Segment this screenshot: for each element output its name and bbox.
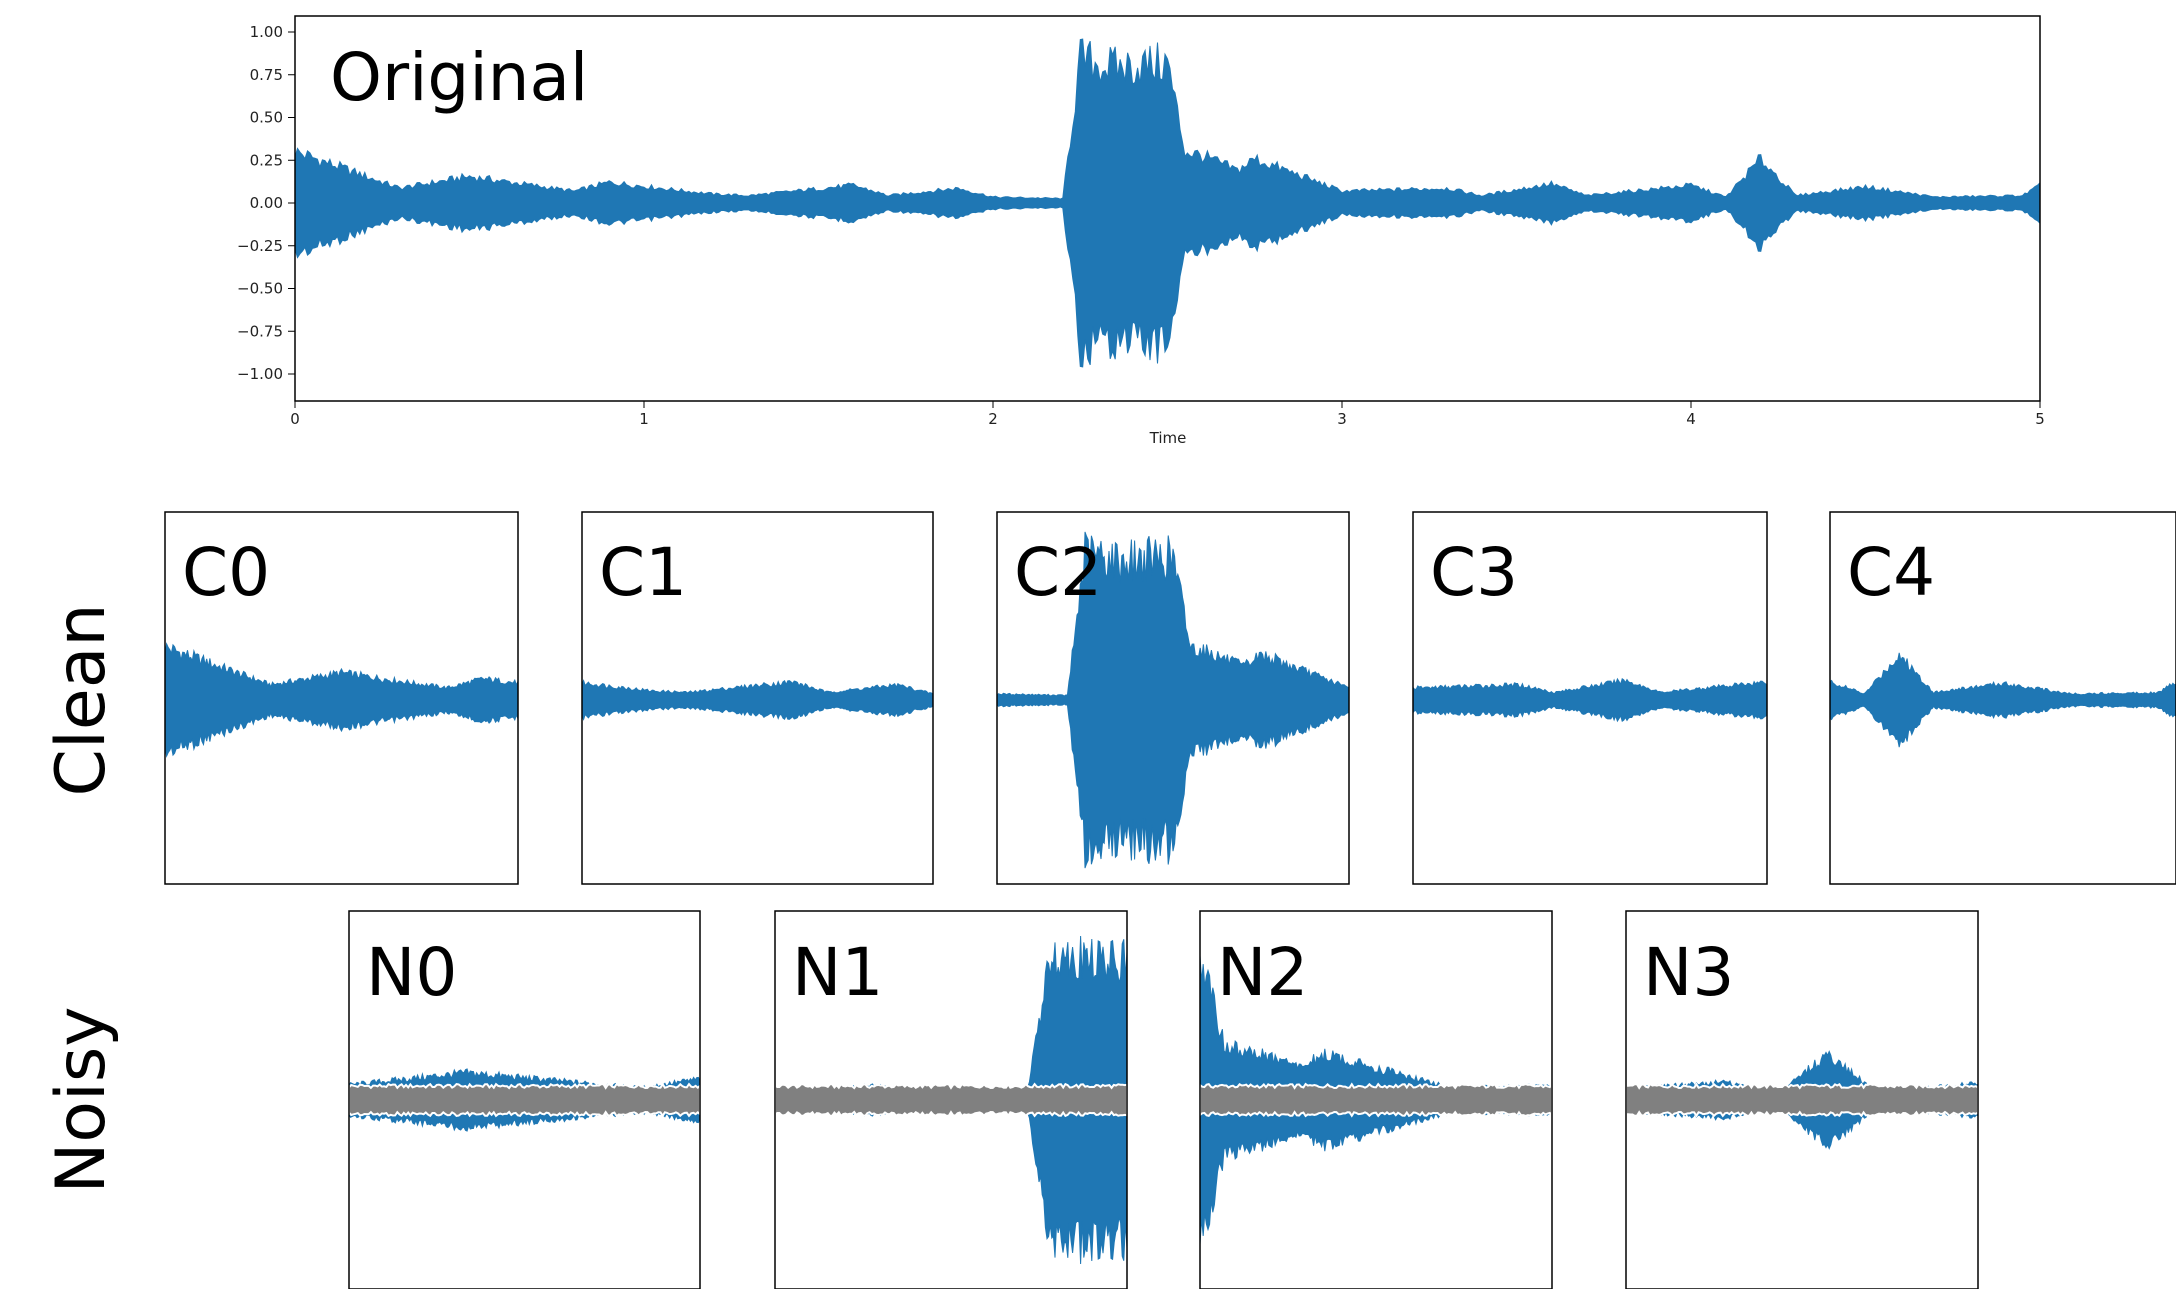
- clean-segment-frame: [996, 511, 1350, 885]
- clean-segment-c1: C1: [581, 511, 934, 885]
- y-tick-label: 0.50: [250, 109, 283, 127]
- x-tick-label: 1: [639, 410, 649, 428]
- clean-segment-label: C0: [182, 534, 270, 611]
- noisy-segment-n0: N0: [348, 910, 701, 1289]
- clean-segments: C0 C1 C2 C3 C4: [164, 511, 2176, 885]
- clean-waveform: [1829, 652, 2176, 748]
- original-label: Original: [330, 39, 588, 116]
- row-label-noisy: Noisy: [42, 1006, 121, 1193]
- y-tick-label: −0.50: [237, 280, 283, 298]
- noisy-segment-frame: [1199, 910, 1553, 1289]
- y-tick-label: 0.25: [250, 151, 283, 169]
- noisy-segment-n1: N1: [774, 910, 1128, 1289]
- y-tick-label: −1.00: [237, 365, 283, 383]
- clean-segment-frame: [164, 511, 519, 885]
- y-tick-label: 0.75: [250, 66, 283, 84]
- x-tick-label: 0: [290, 410, 300, 428]
- clean-segment-label: C2: [1014, 534, 1102, 611]
- row-label-clean: Clean: [42, 604, 121, 797]
- noisy-segment-label: N1: [792, 934, 883, 1011]
- noisy-segment-label: N2: [1217, 934, 1308, 1011]
- noise-band: [348, 1082, 701, 1118]
- noise-band: [1199, 1082, 1553, 1118]
- original-plot-frame: [294, 15, 2041, 402]
- noisy-segment-n3: N3: [1625, 910, 1979, 1289]
- clean-segment-label: C4: [1847, 534, 1935, 611]
- noisy-segment-frame: [348, 910, 701, 1289]
- noisy-segments: N0 N1 N2 N3: [348, 910, 1979, 1289]
- x-tick-label: 5: [2035, 410, 2045, 428]
- noisy-segment-n2: N2: [1199, 910, 1553, 1289]
- clean-segment-c4: C4: [1829, 511, 2176, 885]
- clean-segment-label: C1: [599, 534, 687, 611]
- x-tick-label: 3: [1337, 410, 1347, 428]
- clean-segment-c2: C2: [996, 511, 1350, 885]
- y-tick-label: 0.00: [250, 194, 283, 212]
- clean-segment-label: C3: [1430, 534, 1518, 611]
- noisy-segment-label: N3: [1643, 934, 1734, 1011]
- x-axis: 0 1 2 3 4 5: [290, 401, 2045, 428]
- clean-waveform: [1412, 677, 1768, 723]
- y-axis: 1.00 0.75 0.50 0.25 0.00 −0.25 −0.50 −0.75 −1.00: [237, 23, 295, 383]
- y-tick-label: −0.25: [237, 237, 283, 255]
- x-tick-label: 2: [988, 410, 998, 428]
- noise-band: [1625, 1082, 1979, 1118]
- noisy-segment-label: N0: [366, 934, 457, 1011]
- noisy-segment-frame: [774, 910, 1128, 1289]
- clean-segment-frame: [1829, 511, 2176, 885]
- clean-segment-c0: C0: [164, 511, 519, 885]
- clean-waveform: [164, 642, 519, 758]
- clean-segment-frame: [1412, 511, 1768, 885]
- noisy-segment-frame: [1625, 910, 1979, 1289]
- y-tick-label: −0.75: [237, 322, 283, 340]
- x-tick-label: 4: [1686, 410, 1696, 428]
- original-plot: Original 1.00 0.75 0.50 0.25 0.00 −0.25 −0.50 −…: [237, 15, 2045, 447]
- clean-waveform: [581, 679, 934, 721]
- noise-band: [774, 1081, 1128, 1119]
- clean-segment-c3: C3: [1412, 511, 1768, 885]
- x-axis-label: Time: [1149, 429, 1187, 447]
- clean-segment-frame: [581, 511, 934, 885]
- y-tick-label: 1.00: [250, 23, 283, 41]
